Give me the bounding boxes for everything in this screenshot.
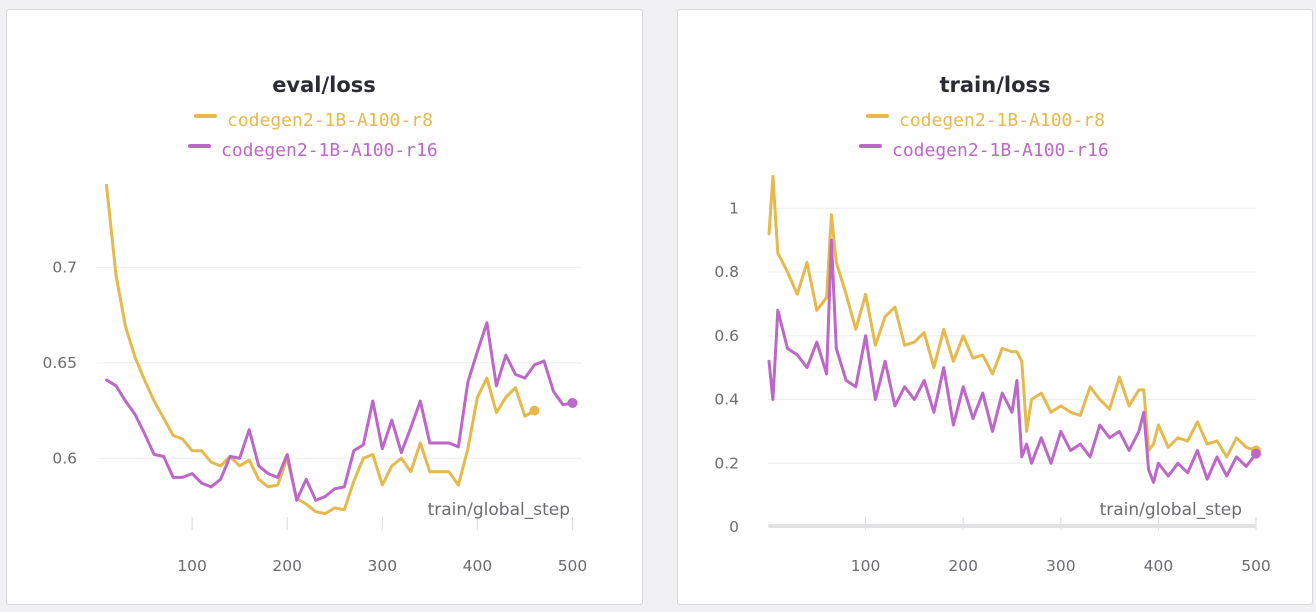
- legend-label-r16[interactable]: codegen2-1B-A100-r16: [221, 140, 438, 161]
- train-loss-x-axis-label: train/global_step: [1100, 500, 1242, 520]
- series-end-marker: [529, 405, 540, 416]
- series-line-r8[interactable]: [105, 183, 536, 516]
- series-end-marker: [567, 397, 578, 408]
- y-tick-label: 0: [729, 518, 739, 536]
- train-loss-legend: codegen2-1B-A100-r8 codegen2-1B-A100-r16: [859, 110, 1109, 161]
- y-tick-label: 1: [729, 199, 739, 217]
- y-tick-label: 0.65: [42, 354, 77, 372]
- series-line-r8[interactable]: [767, 174, 1258, 459]
- train-loss-series: [767, 174, 1261, 484]
- legend-label-r16[interactable]: codegen2-1B-A100-r16: [892, 140, 1109, 161]
- y-tick-label: 0.2: [714, 454, 739, 472]
- train-loss-gridlines: [768, 207, 1257, 530]
- x-tick-label: 400: [463, 557, 493, 575]
- y-tick-label: 0.6: [52, 449, 77, 467]
- eval-loss-series: [105, 183, 578, 516]
- y-tick-label: 0.7: [52, 258, 77, 276]
- series-line-r16[interactable]: [767, 238, 1258, 484]
- eval-loss-tick-labels: 0.6 0.65 0.7 100 200 300 400 500: [42, 258, 587, 575]
- eval-loss-gridlines: [97, 266, 582, 530]
- eval-loss-title: eval/loss: [272, 73, 376, 97]
- x-tick-label: 300: [367, 557, 397, 575]
- x-tick-label: 100: [177, 557, 207, 575]
- x-tick-label: 500: [558, 557, 588, 575]
- x-tick-label: 200: [272, 557, 302, 575]
- series-end-marker: [1251, 448, 1261, 459]
- x-tick-label: 400: [1144, 557, 1174, 575]
- legend-label-r8[interactable]: codegen2-1B-A100-r8: [227, 110, 433, 131]
- train-loss-panel[interactable]: 0 0.2 0.4 0.6 0.8 1 100 200 300 400 500 train/loss…: [677, 9, 1313, 605]
- train-loss-title: train/loss: [939, 73, 1050, 97]
- eval-loss-panel[interactable]: 0.6 0.65 0.7 100 200 300 400 500 eval/loss code…: [6, 9, 643, 605]
- eval-loss-legend: codegen2-1B-A100-r8 codegen2-1B-A100-r16: [188, 110, 438, 161]
- x-tick-label: 100: [851, 557, 881, 575]
- x-tick-label: 500: [1241, 557, 1271, 575]
- x-axis-range-bar[interactable]: [768, 524, 1256, 528]
- legend-label-r8[interactable]: codegen2-1B-A100-r8: [899, 110, 1105, 131]
- x-tick-label: 300: [1046, 557, 1076, 575]
- series-line-r16[interactable]: [105, 321, 574, 502]
- train-loss-chart: 0 0.2 0.4 0.6 0.8 1 100 200 300 400 500 train/loss…: [714, 73, 1270, 575]
- eval-loss-x-axis-label: train/global_step: [428, 500, 570, 520]
- eval-loss-chart: 0.6 0.65 0.7 100 200 300 400 500 eval/loss code…: [42, 73, 587, 575]
- y-tick-label: 0.4: [714, 391, 739, 409]
- y-tick-label: 0.6: [714, 327, 739, 345]
- x-tick-label: 200: [948, 557, 978, 575]
- y-tick-label: 0.8: [714, 263, 739, 281]
- train-loss-tick-labels: 0 0.2 0.4 0.6 0.8 1 100 200 300 400 500: [714, 199, 1270, 575]
